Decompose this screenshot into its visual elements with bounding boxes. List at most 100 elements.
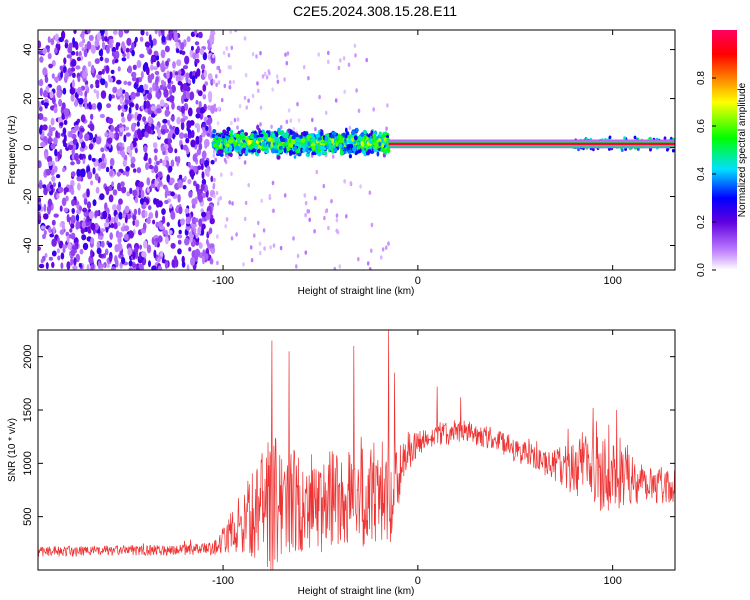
heatmap-cell: [88, 34, 94, 42]
heatmap-cell: [259, 122, 262, 127]
heatmap-cell: [244, 73, 248, 78]
heatmap-cell: [50, 117, 55, 126]
heatmap-cell: [115, 258, 119, 268]
heatmap-cell: [139, 36, 144, 42]
heatmap-cell: [256, 81, 259, 86]
heatmap-cell: [87, 171, 93, 180]
heatmap-cell: [327, 59, 330, 64]
heatmap-cell: [125, 132, 131, 137]
heatmap-cell: [101, 68, 105, 75]
heatmap-cell: [225, 135, 229, 140]
heatmap-cell: [108, 39, 112, 48]
heatmap-cell: [73, 257, 77, 266]
heatmap-cell: [43, 203, 47, 212]
heatmap-cell: [198, 194, 204, 203]
heatmap-cell: [373, 148, 378, 153]
heatmap-cell: [120, 146, 125, 151]
heatmap-cell: [156, 60, 160, 68]
heatmap-cell: [366, 261, 370, 266]
heatmap-cell: [90, 64, 95, 74]
heatmap-cell: [199, 107, 206, 114]
heatmap-cell: [78, 97, 84, 105]
heatmap-cell: [182, 65, 189, 70]
heatmap-cell: [293, 155, 297, 159]
heatmap-cell: [110, 266, 116, 270]
heatmap-cell: [623, 136, 626, 140]
heatmap-cell: [307, 135, 312, 139]
heatmap-cell: [122, 52, 127, 58]
heatmap-cell: [168, 165, 173, 173]
heatmap-cell: [236, 125, 239, 130]
heatmap-cell: [229, 152, 233, 158]
heatmap-cell: [39, 87, 43, 97]
heatmap-cell: [129, 187, 133, 195]
heatmap-cell: [58, 98, 63, 107]
heatmap-cell: [142, 222, 147, 231]
heatmap-cell: [335, 213, 339, 218]
heatmap-cell: [50, 143, 56, 150]
heatmap-cell: [123, 30, 130, 34]
heatmap-cell: [140, 70, 144, 79]
heatmap-cell: [313, 229, 316, 234]
heatmap-cell: [200, 63, 206, 71]
heatmap-cell: [337, 65, 341, 71]
heatmap-cell: [260, 198, 263, 203]
heatmap-cell: [109, 232, 113, 240]
heatmap-cell: [215, 74, 218, 79]
heatmap-cell: [127, 247, 132, 256]
heatmap-cell: [128, 230, 134, 239]
heatmap-cell: [94, 210, 99, 217]
heatmap-cell: [227, 53, 231, 58]
heatmap-cell: [123, 233, 129, 241]
heatmap-cell: [68, 42, 74, 49]
heatmap-cell: [256, 149, 261, 154]
y-tick-label: 500: [22, 507, 34, 525]
heatmap-cell: [207, 73, 213, 81]
heatmap-cell: [88, 210, 94, 220]
heatmap-cell: [148, 157, 152, 165]
heatmap-cell: [163, 88, 169, 98]
heatmap-cell: [161, 129, 166, 135]
heatmap-cell: [99, 113, 105, 119]
spectrogram-y-label: Frequency (Hz): [7, 116, 18, 185]
heatmap-cell: [99, 263, 106, 268]
heatmap-cell: [143, 240, 148, 249]
heatmap-cell: [239, 136, 243, 140]
heatmap-cell: [171, 101, 175, 110]
heatmap-cell: [63, 134, 67, 143]
heatmap-cell: [187, 107, 193, 117]
heatmap-cell: [178, 206, 183, 215]
heatmap-cell: [146, 125, 151, 134]
y-tick-label: 40: [22, 43, 34, 55]
heatmap-cell: [213, 103, 216, 109]
heatmap-cell: [311, 137, 316, 142]
heatmap-cell: [169, 124, 173, 130]
heatmap-cell: [70, 215, 76, 225]
heatmap-cell: [187, 161, 191, 168]
heatmap-cell: [59, 122, 64, 127]
heatmap-cell: [334, 98, 338, 103]
heatmap-cell: [324, 209, 328, 214]
heatmap-cell: [175, 75, 180, 82]
heatmap-cell: [83, 48, 88, 58]
heatmap-cell: [209, 243, 215, 249]
heatmap-cell: [76, 56, 81, 62]
heatmap-cell: [666, 148, 669, 152]
spectrogram-panel: -100 0 100 -40 -20 0 20 40 Height of straight …: [7, 29, 676, 297]
heatmap-cell: [136, 60, 142, 69]
heatmap-cell: [153, 197, 158, 205]
heatmap-cell: [81, 70, 88, 79]
heatmap-cell: [317, 52, 321, 57]
heatmap-cell: [211, 133, 216, 139]
heatmap-cell: [321, 147, 327, 151]
heatmap-cell: [195, 99, 199, 105]
heatmap-cell: [332, 147, 338, 153]
heatmap-cell: [104, 81, 108, 89]
heatmap-cell: [324, 136, 329, 142]
heatmap-cell: [141, 251, 147, 258]
heatmap-cell: [225, 217, 229, 222]
heatmap-cell: [241, 148, 244, 155]
heatmap-cell: [95, 79, 100, 87]
heatmap-cell: [363, 134, 367, 140]
heatmap-cell: [162, 159, 167, 167]
